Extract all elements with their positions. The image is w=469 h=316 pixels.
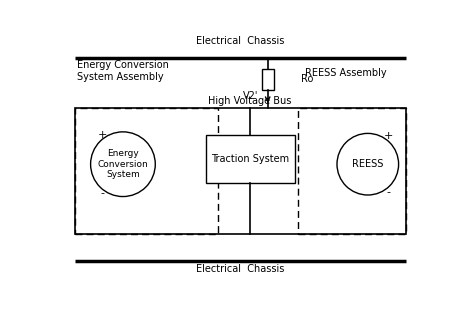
Text: Energy
Conversion
System: Energy Conversion System (98, 149, 148, 179)
Bar (262, 70, 274, 90)
Text: REESS Assembly: REESS Assembly (305, 68, 386, 78)
Bar (298, 108, 406, 234)
Circle shape (91, 132, 155, 197)
Text: -: - (386, 187, 391, 197)
Text: -: - (101, 188, 105, 198)
Bar (75, 108, 218, 234)
Text: +: + (384, 131, 393, 142)
Text: +: + (98, 130, 107, 140)
Text: Energy Conversion
System Assembly: Energy Conversion System Assembly (77, 60, 169, 82)
Text: Ro: Ro (301, 75, 313, 84)
Bar (206, 135, 295, 183)
Text: High Voltage Bus: High Voltage Bus (208, 96, 291, 106)
Text: V2': V2' (243, 91, 258, 101)
Text: Traction System: Traction System (212, 154, 289, 164)
Bar (75, 108, 406, 234)
Text: Electrical  Chassis: Electrical Chassis (196, 36, 284, 46)
Text: Electrical  Chassis: Electrical Chassis (196, 264, 284, 274)
Text: REESS: REESS (352, 159, 384, 169)
Circle shape (337, 133, 399, 195)
